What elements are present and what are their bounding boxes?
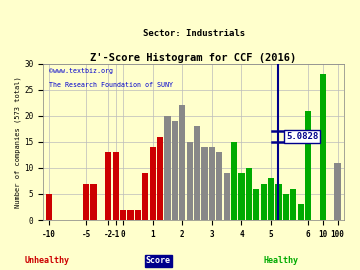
Bar — [113, 152, 119, 220]
Text: Healthy: Healthy — [263, 256, 298, 265]
Text: Sector: Industrials: Sector: Industrials — [143, 29, 246, 38]
Bar — [157, 137, 163, 220]
Bar — [283, 194, 289, 220]
Bar — [290, 189, 296, 220]
Bar — [209, 147, 215, 220]
Bar — [105, 152, 112, 220]
Bar — [297, 204, 304, 220]
Bar — [231, 142, 237, 220]
Bar — [194, 126, 200, 220]
Bar — [172, 121, 178, 220]
Text: Score: Score — [146, 256, 171, 265]
Bar — [320, 74, 326, 220]
Bar — [142, 173, 148, 220]
Bar — [238, 173, 245, 220]
Bar — [261, 184, 267, 220]
Bar — [90, 184, 97, 220]
Title: Z'-Score Histogram for CCF (2016): Z'-Score Histogram for CCF (2016) — [90, 53, 297, 63]
Bar — [268, 178, 274, 220]
Bar — [224, 173, 230, 220]
Text: 5.0828: 5.0828 — [286, 132, 318, 141]
Bar — [83, 184, 89, 220]
Bar — [165, 116, 171, 220]
Bar — [149, 147, 156, 220]
Bar — [135, 210, 141, 220]
Bar — [120, 210, 126, 220]
Bar — [46, 194, 52, 220]
Bar — [127, 210, 134, 220]
Bar — [305, 110, 311, 220]
Y-axis label: Number of companies (573 total): Number of companies (573 total) — [15, 76, 22, 208]
Bar — [275, 184, 282, 220]
Bar — [216, 152, 222, 220]
Text: ©www.textbiz.org: ©www.textbiz.org — [49, 68, 113, 74]
Bar — [201, 147, 208, 220]
Text: The Research Foundation of SUNY: The Research Foundation of SUNY — [49, 82, 173, 88]
Bar — [179, 105, 185, 220]
Bar — [334, 163, 341, 220]
Bar — [246, 168, 252, 220]
Text: Unhealthy: Unhealthy — [24, 256, 69, 265]
Bar — [253, 189, 260, 220]
Bar — [186, 142, 193, 220]
